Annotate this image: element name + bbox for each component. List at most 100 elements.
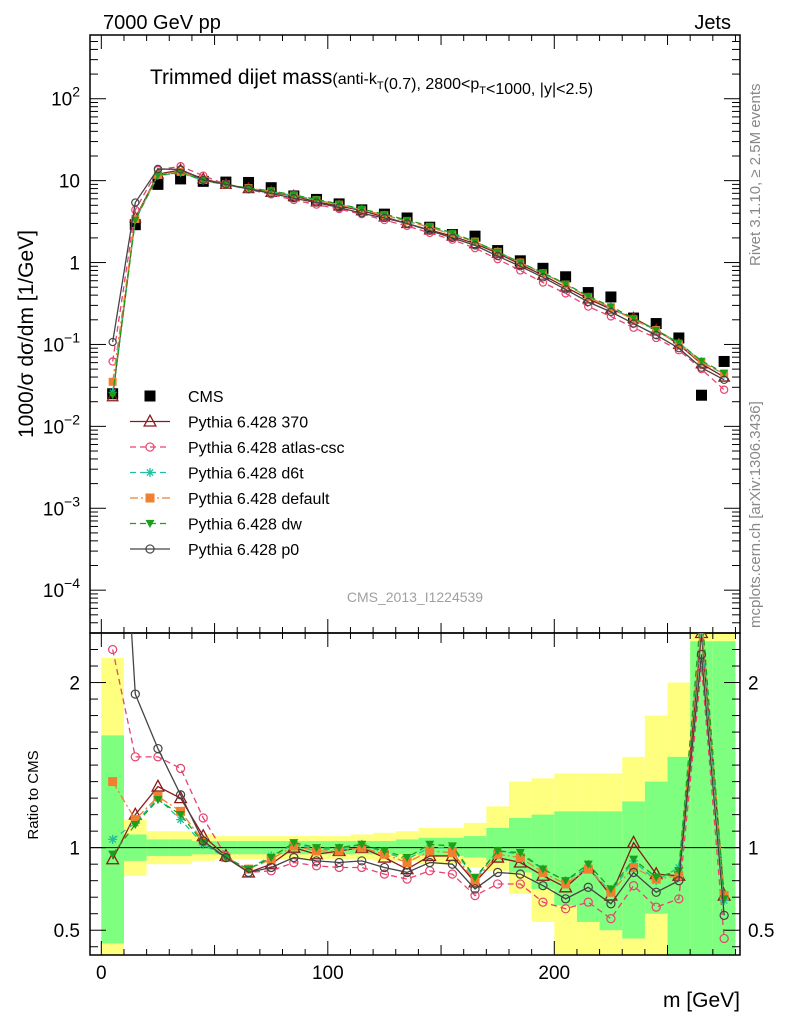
legend-label: Pythia 6.428 atlas-csc [188, 440, 345, 457]
data-point [143, 413, 157, 427]
data-point [379, 847, 389, 856]
data-point [719, 933, 729, 944]
data-point [606, 885, 616, 894]
data-point [515, 869, 525, 879]
data-point [447, 842, 457, 851]
series-line [112, 168, 725, 381]
data-point [151, 778, 165, 792]
legend-label: Pythia 6.428 d6t [188, 466, 304, 483]
data-point [425, 840, 435, 849]
data-point [470, 884, 480, 894]
y-tick-label: 1 [69, 254, 80, 275]
ratio-y-axis-label: Ratio to CMS [25, 750, 42, 839]
data-point [379, 869, 390, 879]
data-point [357, 856, 367, 866]
data-point [176, 811, 186, 820]
data-point [493, 847, 503, 856]
data-point [447, 848, 457, 858]
data-point [334, 203, 344, 212]
ratio-uncertainty-bands [101, 633, 736, 955]
y-tick-label: 10−4 [43, 575, 80, 602]
data-point [105, 851, 120, 865]
data-point [561, 280, 570, 288]
data-point [718, 355, 730, 367]
x-axis-label: m [GeV] [663, 989, 740, 1012]
series-line [112, 169, 725, 397]
data-point [606, 303, 615, 311]
data-point [311, 844, 321, 853]
y-axis-label: 1000/σ dσ/dm [1/GeV] [15, 230, 38, 438]
data-point [334, 862, 344, 873]
legend-entry: CMS [144, 389, 224, 406]
data-point [311, 856, 322, 866]
ratio-series-line [112, 633, 725, 897]
data-point [267, 187, 276, 195]
data-point [107, 644, 118, 655]
series-line [112, 172, 725, 393]
data-point [357, 840, 367, 849]
data-point [108, 377, 117, 386]
data-point [583, 864, 593, 874]
data-point [108, 392, 117, 400]
data-point [153, 743, 163, 754]
ratio-series-line [112, 633, 725, 899]
legend-entry: Pythia 6.428 dw [130, 517, 302, 534]
data-point [674, 344, 684, 353]
data-point [538, 273, 548, 282]
header-left-label: 7000 GeV pp [103, 12, 221, 34]
rivet-version-label: Rivet 3.1.10, ≥ 2.5M events [747, 84, 764, 267]
data-point [311, 861, 322, 871]
data-point [652, 330, 661, 340]
data-point [697, 612, 706, 621]
data-point [175, 763, 186, 774]
data-point [244, 865, 254, 874]
data-point [221, 180, 231, 189]
data-point [628, 880, 639, 891]
data-point [538, 278, 548, 287]
ratio-y-tick-label-right: 0.5 [748, 921, 774, 942]
data-point [719, 375, 729, 385]
data-point [583, 860, 593, 869]
data-point [221, 852, 231, 863]
data-point [312, 196, 321, 204]
x-tick-label: 0 [96, 963, 107, 984]
series-pythia-6-428-dw [108, 169, 729, 400]
data-point [584, 302, 593, 311]
data-point [289, 191, 298, 199]
ratio-y-tick-label-right: 1 [748, 839, 759, 860]
data-point [130, 689, 140, 699]
y-tick-label: 10−3 [43, 493, 80, 520]
legend: CMS Pythia 6.428 370 Pythia 6.428 atlas-cs… [130, 389, 345, 559]
series-line [112, 171, 725, 396]
data-point [606, 899, 616, 909]
band-bin [486, 827, 509, 861]
data-point [583, 897, 593, 907]
chart-title: Trimmed dijet mass(anti-kT(0.7), 2800<pT… [150, 66, 593, 98]
data-point [153, 172, 162, 180]
data-point [719, 895, 729, 904]
data-point [629, 862, 639, 872]
data-point [606, 312, 616, 321]
data-point [266, 189, 276, 198]
data-point [695, 389, 707, 401]
series-pythia-6-428-default [108, 167, 729, 386]
ratio-y-tick-label-right: 2 [748, 674, 759, 695]
data-point [289, 852, 299, 863]
data-point [651, 902, 661, 912]
data-point [108, 834, 118, 844]
band-bin [463, 836, 487, 858]
data-point [152, 178, 164, 190]
data-point [469, 230, 481, 242]
data-point [538, 897, 548, 907]
y-tick-label: 10−1 [43, 329, 80, 356]
data-point [652, 333, 661, 343]
data-point [674, 339, 683, 347]
data-point [312, 198, 321, 207]
mcplots-label: mcplots.cern.ch [arXiv:1306.3436] [747, 401, 764, 628]
data-point [674, 876, 684, 886]
data-point [493, 879, 503, 889]
data-point [720, 369, 729, 377]
data-point [694, 633, 709, 639]
data-point [560, 894, 571, 904]
